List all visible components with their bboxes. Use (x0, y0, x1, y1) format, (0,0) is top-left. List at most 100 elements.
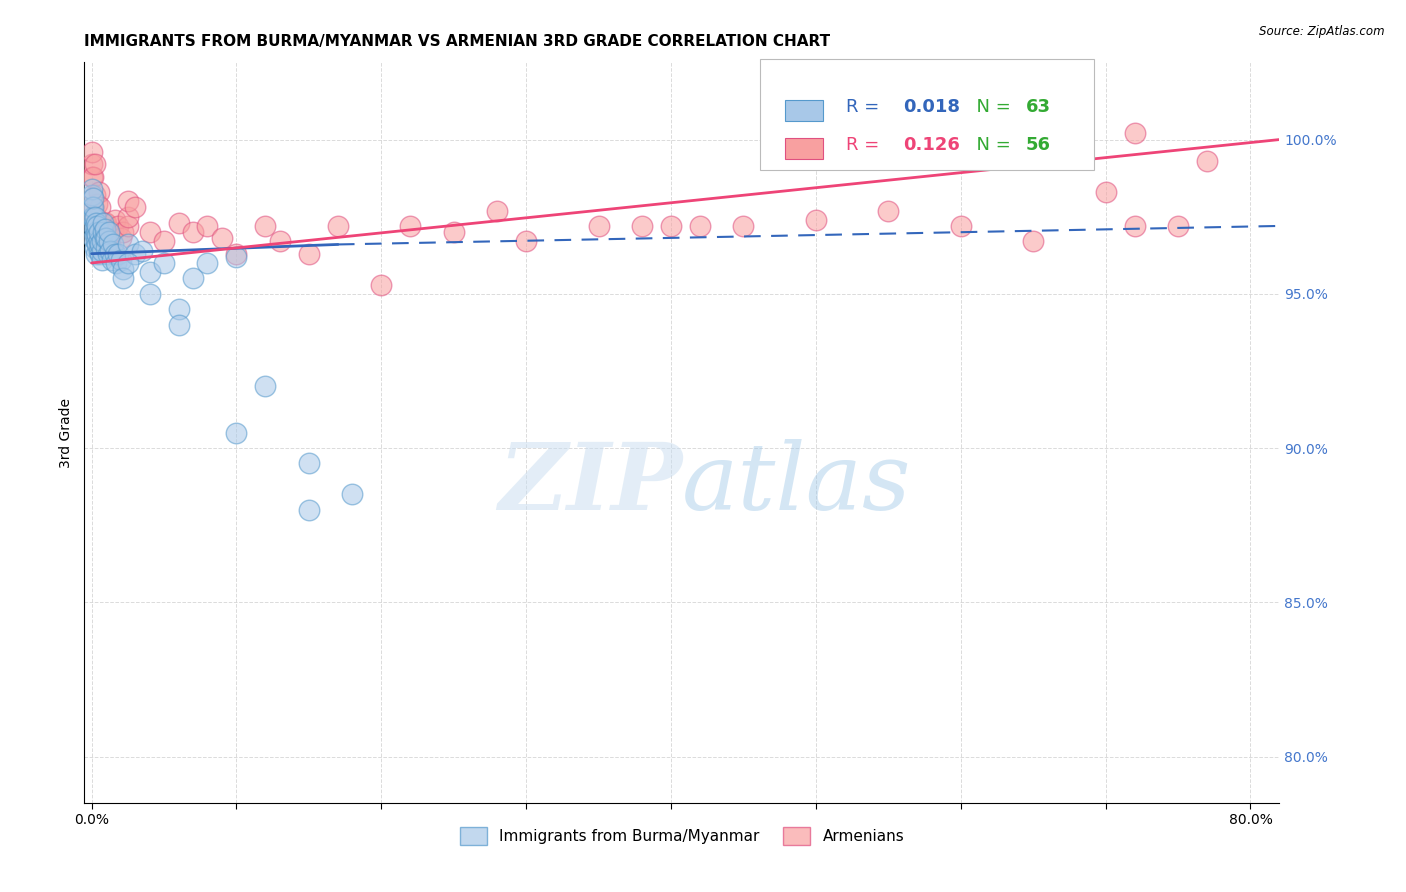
Point (91, 231, 114, 245)
Point (96, 246, 118, 260)
Point (877, 203, 900, 218)
Point (110, 252, 132, 267)
Point (254, 379, 277, 393)
Point (90, 235, 112, 249)
Point (167, 302, 190, 317)
Point (104, 246, 127, 260)
Point (80, 145, 103, 159)
Point (94, 231, 117, 245)
Point (167, 216, 190, 230)
Point (804, 212, 827, 227)
Point (80, 188, 103, 202)
Point (1123, 127, 1146, 141)
Point (82, 191, 104, 205)
Point (107, 219, 129, 233)
Point (1195, 154, 1218, 169)
Point (83, 228, 105, 243)
Point (370, 277, 392, 292)
Point (86, 197, 108, 211)
Point (94, 216, 117, 230)
Point (1094, 185, 1116, 199)
Point (91, 225, 114, 239)
Point (515, 235, 537, 249)
Point (103, 225, 125, 239)
Point (949, 219, 972, 233)
Point (82, 219, 104, 233)
Point (98, 225, 121, 239)
Point (298, 502, 321, 516)
Point (197, 219, 219, 233)
Text: 0.018: 0.018 (903, 98, 960, 116)
Text: atlas: atlas (682, 440, 911, 530)
Point (443, 225, 465, 239)
Point (269, 235, 291, 249)
Point (84, 210, 107, 224)
Point (93, 231, 115, 245)
Point (153, 256, 176, 270)
Point (181, 225, 204, 239)
Text: ZIP: ZIP (498, 440, 682, 530)
Point (82, 210, 104, 224)
Text: Source: ZipAtlas.com: Source: ZipAtlas.com (1260, 25, 1385, 38)
Point (100, 244, 122, 258)
FancyBboxPatch shape (785, 138, 824, 160)
Point (103, 237, 125, 252)
Point (84, 225, 107, 239)
Point (110, 231, 132, 245)
Point (298, 246, 321, 260)
Point (298, 457, 321, 471)
Point (86, 237, 108, 252)
Point (94, 241, 117, 255)
Point (399, 219, 422, 233)
Point (131, 244, 153, 258)
Point (87, 185, 110, 199)
Point (1022, 235, 1045, 249)
Point (1167, 219, 1189, 233)
FancyBboxPatch shape (759, 59, 1094, 169)
Point (83, 188, 105, 202)
Point (117, 256, 139, 270)
Point (83, 157, 105, 171)
Point (101, 252, 124, 267)
Point (87, 225, 110, 239)
Text: R =: R = (845, 98, 884, 116)
Point (90, 244, 112, 258)
Text: N =: N = (965, 98, 1017, 116)
Text: 0.126: 0.126 (903, 136, 960, 154)
Point (80, 169, 103, 184)
Point (86, 219, 108, 233)
Point (197, 256, 219, 270)
Point (80, 182, 103, 196)
Point (225, 425, 247, 440)
Point (107, 246, 129, 260)
Point (104, 212, 127, 227)
Text: 56: 56 (1026, 136, 1052, 154)
Point (93, 216, 115, 230)
Text: IMMIGRANTS FROM BURMA/MYANMAR VS ARMENIAN 3RD GRADE CORRELATION CHART: IMMIGRANTS FROM BURMA/MYANMAR VS ARMENIA… (84, 34, 831, 49)
Point (84, 246, 107, 260)
Point (117, 210, 139, 224)
Legend: Immigrants from Burma/Myanmar, Armenians: Immigrants from Burma/Myanmar, Armenians (454, 821, 910, 851)
Point (83, 241, 105, 255)
Point (112, 225, 135, 239)
Point (84, 235, 107, 249)
Point (112, 271, 135, 285)
Point (117, 237, 139, 252)
Point (80, 201, 103, 215)
Point (83, 219, 105, 233)
Point (124, 246, 146, 260)
Text: R =: R = (845, 136, 884, 154)
Point (98, 231, 121, 245)
Point (82, 201, 104, 215)
Point (167, 318, 190, 332)
Point (82, 231, 104, 245)
Point (90, 216, 112, 230)
Y-axis label: 3rd Grade: 3rd Grade (59, 398, 73, 467)
Point (138, 286, 160, 301)
Point (659, 219, 682, 233)
Point (93, 222, 115, 236)
Point (153, 235, 176, 249)
Point (82, 169, 104, 184)
Point (254, 219, 277, 233)
Point (211, 231, 233, 245)
